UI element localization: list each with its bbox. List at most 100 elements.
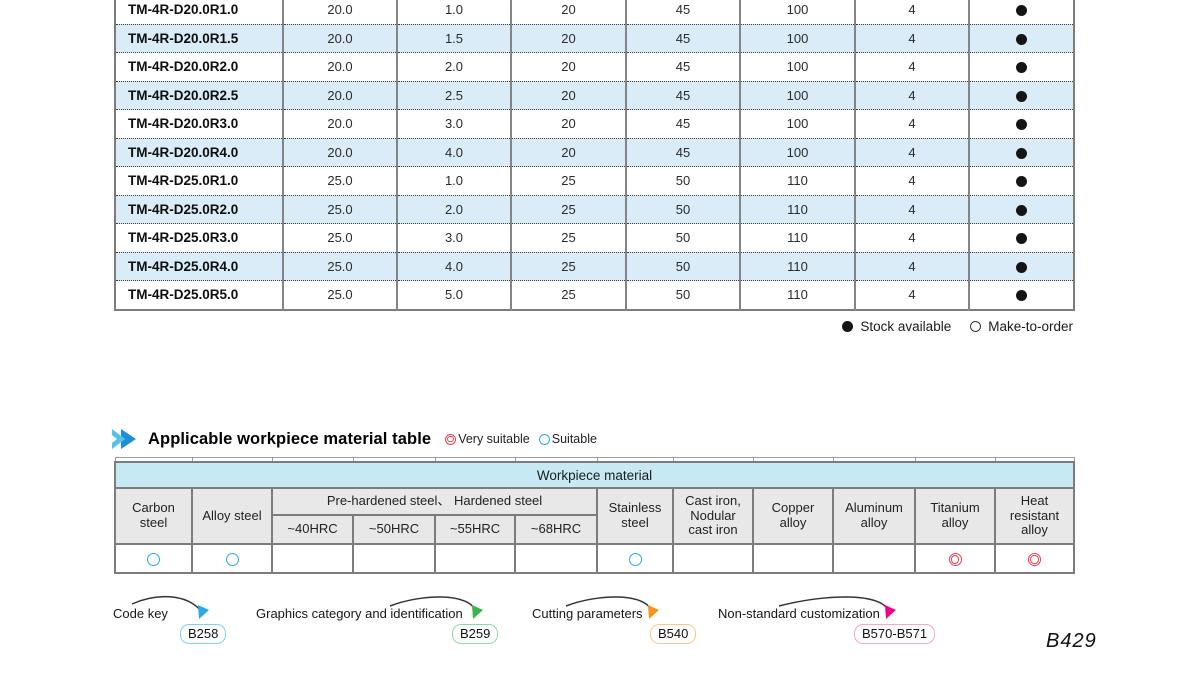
- size-cell-shank: 25: [511, 166, 627, 196]
- size-cell-shank: 20: [511, 138, 627, 167]
- size-table-row: TM-4R-D25.0R1.0 25.0 1.0 25 50 110 4: [115, 166, 1074, 196]
- size-cell-oal: 100: [740, 24, 856, 53]
- size-cell-stock: [969, 52, 1074, 82]
- size-cell-dc: 25.0: [283, 223, 398, 253]
- size-cell-ap: 50: [626, 223, 741, 253]
- stock-available-icon: [1016, 119, 1027, 131]
- rating-cell: [832, 543, 916, 574]
- size-cell-r: 1.5: [397, 24, 512, 53]
- size-cell-flutes: 4: [855, 252, 970, 281]
- size-cell-shank: 20: [511, 109, 627, 139]
- footer-label-graphics: Graphics category and identification: [256, 606, 463, 621]
- stock-available-icon: [1016, 62, 1027, 74]
- size-cell-dc: 20.0: [283, 109, 398, 139]
- col-header-stainless-steel: Stainless steel: [596, 487, 674, 545]
- size-cell-flutes: 4: [855, 0, 970, 25]
- table-top-stub-row: [114, 457, 1075, 462]
- size-table: TM-4R-D20.0R1.0 20.0 1.0 20 45 100 4 TM-4R-D20.…: [114, 0, 1075, 311]
- col-header-copper-alloy: Copper alloy: [752, 487, 834, 545]
- suitable-icon: [628, 553, 642, 567]
- stock-available-icon: [842, 321, 854, 332]
- rating-cell: [352, 543, 436, 574]
- size-cell-stock: [969, 24, 1074, 53]
- size-cell-flutes: 4: [855, 195, 970, 224]
- page-ref-badge-b540[interactable]: B540: [650, 624, 697, 644]
- size-cell-shank: 25: [511, 252, 627, 281]
- rating-cell: [994, 543, 1075, 574]
- size-cell-ap: 50: [626, 166, 741, 196]
- col-header-hrc40: ~40HRC: [271, 514, 354, 545]
- size-cell-model: TM-4R-D20.0R1.5: [115, 24, 284, 53]
- size-cell-dc: 25.0: [283, 195, 398, 224]
- page-ref-badge-b259[interactable]: B259: [452, 624, 499, 644]
- size-cell-oal: 110: [740, 223, 856, 253]
- size-cell-dc: 20.0: [283, 0, 398, 25]
- rating-cell: [271, 543, 354, 574]
- rating-cell: [514, 543, 598, 574]
- page-number: B429: [1046, 630, 1097, 652]
- col-header-cast-iron: Cast iron, Nodular cast iron: [672, 487, 754, 545]
- size-table-row: TM-4R-D25.0R3.0 25.0 3.0 25 50 110 4: [115, 223, 1074, 253]
- size-cell-r: 4.0: [397, 252, 512, 281]
- material-legend: Very suitable Suitable: [445, 432, 597, 446]
- size-cell-r: 2.5: [397, 81, 512, 110]
- size-cell-model: TM-4R-D20.0R2.5: [115, 81, 284, 110]
- size-cell-ap: 45: [626, 81, 741, 110]
- rating-cell: [914, 543, 996, 574]
- size-cell-stock: [969, 166, 1074, 196]
- page-ref-badge-b258[interactable]: B258: [180, 624, 227, 644]
- size-cell-oal: 100: [740, 0, 856, 25]
- size-cell-oal: 100: [740, 52, 856, 82]
- size-table-body: TM-4R-D20.0R1.0 20.0 1.0 20 45 100 4 TM-4R-D20.…: [115, 0, 1074, 310]
- size-cell-ap: 45: [626, 109, 741, 139]
- rating-cell: [596, 543, 674, 574]
- col-header-hrc55: ~55HRC: [434, 514, 516, 545]
- rating-cell: [434, 543, 516, 574]
- size-cell-flutes: 4: [855, 138, 970, 167]
- size-cell-flutes: 4: [855, 223, 970, 253]
- curved-arrow-icon: [778, 596, 896, 619]
- stock-available-icon: [1016, 147, 1027, 159]
- size-cell-model: TM-4R-D25.0R4.0: [115, 252, 284, 281]
- size-table-row: TM-4R-D20.0R4.0 20.0 4.0 20 45 100 4: [115, 138, 1074, 167]
- size-cell-ap: 45: [626, 138, 741, 167]
- size-cell-flutes: 4: [855, 280, 970, 310]
- col-header-titanium-alloy: Titanium alloy: [914, 487, 996, 545]
- stock-available-label: Stock available: [860, 319, 952, 334]
- size-cell-dc: 20.0: [283, 52, 398, 82]
- size-cell-dc: 25.0: [283, 280, 398, 310]
- col-header-alloy-steel: Alloy steel: [191, 487, 273, 545]
- size-cell-shank: 25: [511, 223, 627, 253]
- stock-available-icon: [1016, 176, 1027, 188]
- section-title: Applicable workpiece material table: [148, 429, 432, 448]
- size-cell-ap: 45: [626, 52, 741, 82]
- size-table-row: TM-4R-D20.0R1.0 20.0 1.0 20 45 100 4: [115, 0, 1074, 25]
- size-table-row: TM-4R-D20.0R3.0 20.0 3.0 20 45 100 4: [115, 109, 1074, 139]
- very-suitable-icon: [445, 433, 457, 445]
- stock-available-icon: [1016, 261, 1027, 273]
- col-header-heat-resistant-alloy: Heat resistant alloy: [994, 487, 1075, 545]
- size-cell-model: TM-4R-D25.0R1.0: [115, 166, 284, 196]
- size-cell-dc: 25.0: [283, 252, 398, 281]
- workpiece-material-band: Workpiece material: [114, 461, 1075, 489]
- page-ref-badge-b570-b571[interactable]: B570-B571: [854, 624, 936, 644]
- size-cell-oal: 100: [740, 81, 856, 110]
- size-cell-shank: 25: [511, 280, 627, 310]
- col-header-hrc68: ~68HRC: [514, 514, 598, 545]
- col-header-hardened-group: Pre-hardened steel、 Hardened steel: [271, 487, 598, 516]
- size-cell-r: 2.0: [397, 52, 512, 82]
- size-cell-flutes: 4: [855, 109, 970, 139]
- footer-label-non-standard: Non-standard customization: [718, 606, 880, 621]
- size-table-row: TM-4R-D20.0R1.5 20.0 1.5 20 45 100 4: [115, 24, 1074, 53]
- curved-arrow-icon: [565, 596, 659, 619]
- ratings-row: [114, 543, 1075, 574]
- size-table-row: TM-4R-D20.0R2.5 20.0 2.5 20 45 100 4: [115, 81, 1074, 110]
- double-chevron-icon: [112, 429, 136, 449]
- size-cell-model: TM-4R-D25.0R2.0: [115, 195, 284, 224]
- size-cell-stock: [969, 138, 1074, 167]
- size-cell-ap: 50: [626, 280, 741, 310]
- size-cell-flutes: 4: [855, 52, 970, 82]
- size-cell-ap: 50: [626, 195, 741, 224]
- size-cell-dc: 20.0: [283, 24, 398, 53]
